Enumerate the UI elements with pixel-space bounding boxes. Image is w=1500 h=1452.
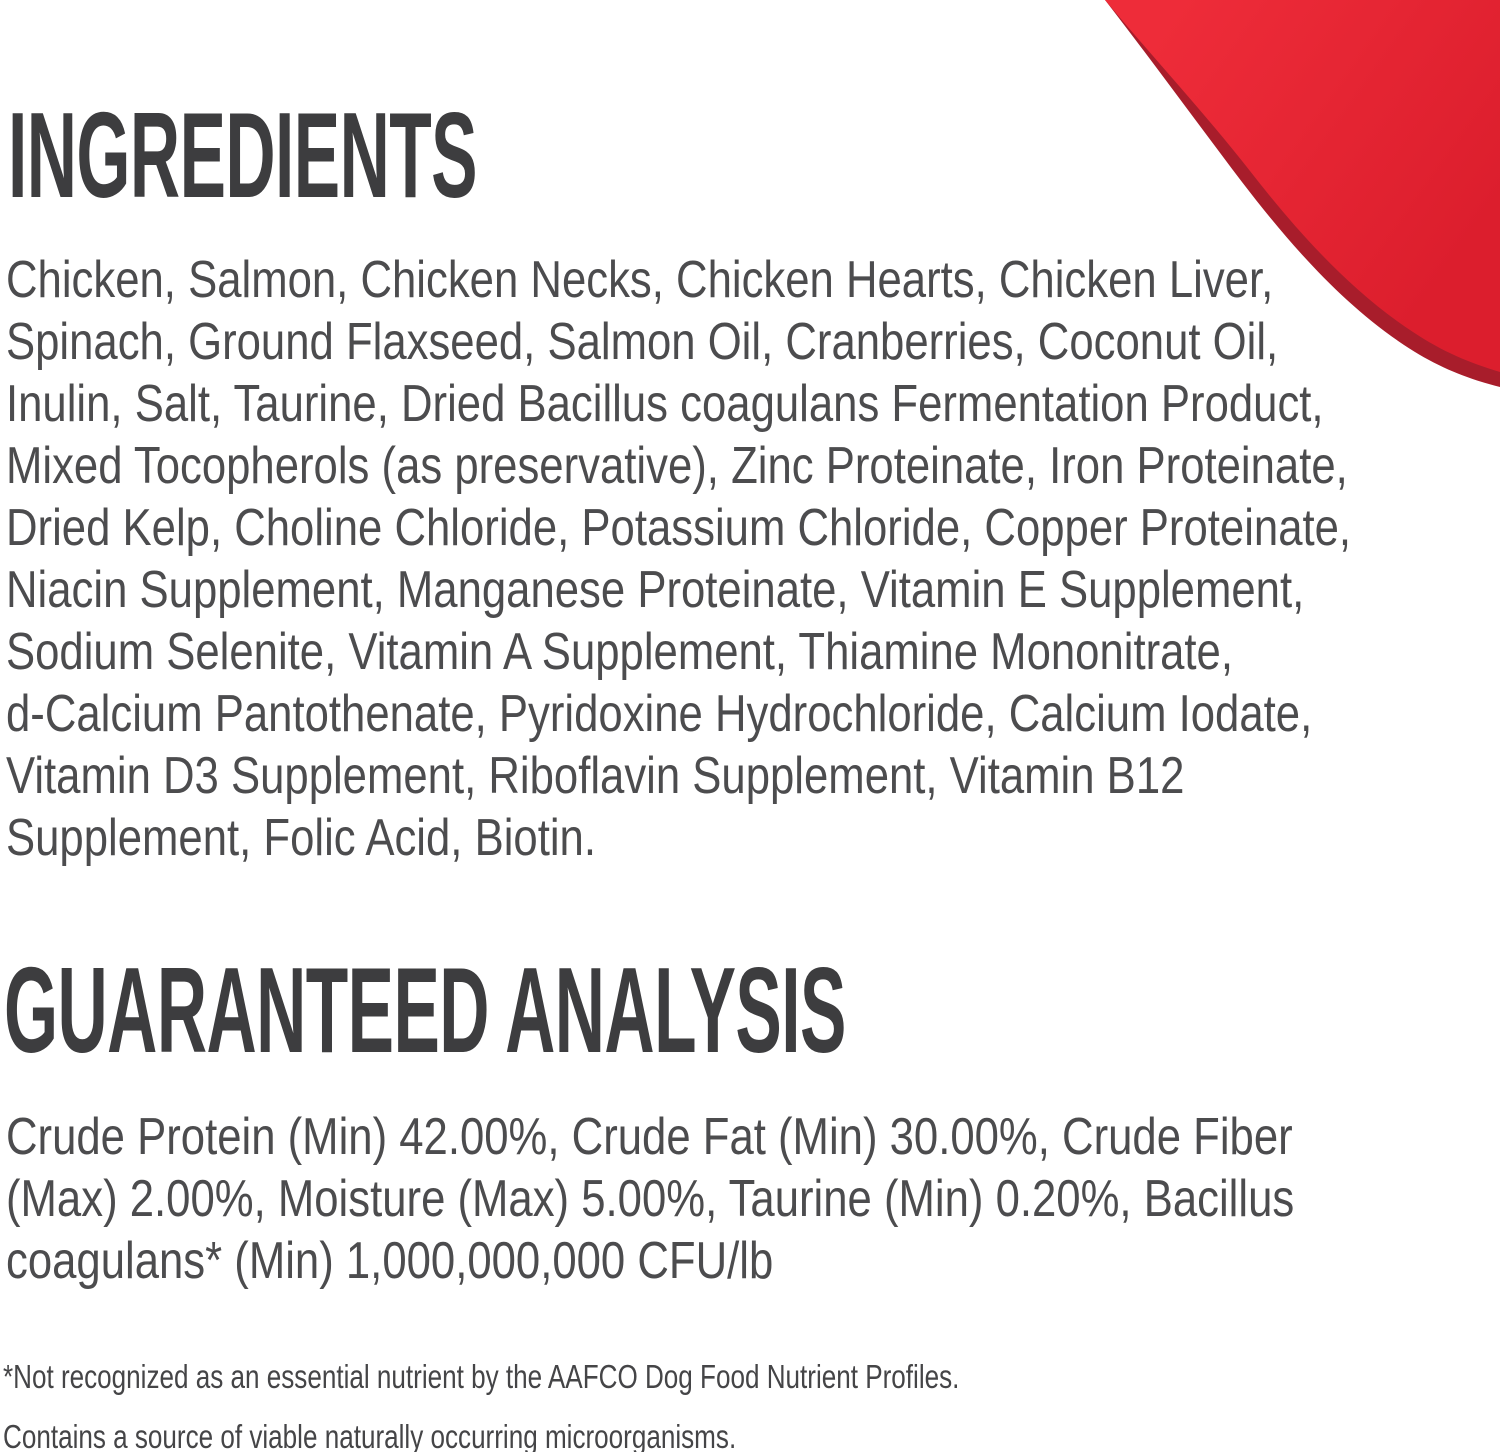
ingredients-list-text: Chicken, Salmon, Chicken Necks, Chicken … (6, 251, 1352, 867)
guaranteed-analysis-heading: GUARANTEED ANALYSIS (4, 942, 846, 1078)
footnote-microorganisms: Contains a source of viable naturally oc… (3, 1418, 737, 1452)
swoosh-main-shape (1105, 0, 1500, 372)
footnote-aafco: *Not recognized as an essential nutrient… (3, 1358, 960, 1395)
red-swoosh-decoration (1105, 0, 1500, 387)
guaranteed-analysis-text: Crude Protein (Min) 42.00%, Crude Fat (M… (6, 1108, 1295, 1290)
ingredients-heading: INGREDIENTS (8, 87, 478, 223)
